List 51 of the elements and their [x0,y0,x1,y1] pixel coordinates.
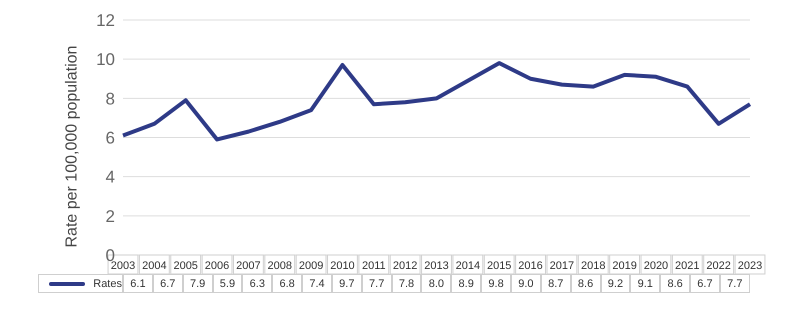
x-tick-label: 2019 [612,260,637,272]
data-label: 8.7 [540,274,571,293]
y-tick-label: 10 [96,50,115,70]
data-label: 6.7 [152,274,183,293]
x-tick-label: 2007 [236,260,261,272]
x-tick-label: 2003 [110,260,136,272]
y-tick-label: 6 [106,128,115,148]
data-label: 7.8 [392,274,422,293]
data-label: 7.9 [182,274,213,293]
x-tick-label: 2017 [550,260,574,272]
x-tick-label: 2011 [362,260,386,272]
data-label: 6.3 [242,274,272,293]
x-tick-label: 2008 [268,260,292,272]
data-label: 8.6 [570,274,600,293]
y-axis-title: Rate per 100,000 population [64,46,81,248]
data-label: 9.2 [600,274,630,293]
x-tick-label: 2016 [518,260,543,272]
y-tick-label: 4 [106,168,115,187]
y-tick-label: 2 [106,206,115,226]
x-tick-label: 2021 [675,260,700,272]
data-label: 9.1 [630,274,660,293]
x-tick-label: 2012 [392,260,418,272]
y-tick-label: 8 [106,89,115,108]
data-label: 5.9 [212,274,242,293]
line-series [121,61,752,142]
data-label: 8.6 [660,274,690,293]
data-label: 9.8 [481,274,511,293]
data-label: 8.0 [421,274,452,293]
data-label: 8.9 [451,274,482,293]
x-tick-label: 2015 [486,260,512,272]
x-tick-label: 2018 [581,260,606,272]
x-tick-label: 2023 [738,260,762,272]
data-label: 7.7 [720,274,750,293]
data-label: 7.7 [362,274,392,293]
x-tick-label: 2009 [298,260,324,272]
x-tick-label: 2014 [456,260,480,272]
data-label: 9.0 [510,274,541,293]
data-label: 6.8 [272,274,302,293]
x-tick-label: 2010 [330,260,355,272]
x-tick-label: 2006 [204,260,230,272]
x-tick-label: 2004 [142,260,167,272]
x-tick-label: 2005 [173,260,198,272]
data-label: 7.4 [302,274,332,293]
data-label: 9.7 [332,274,362,293]
data-label: 6.1 [123,274,153,293]
data-label: 6.7 [690,274,720,293]
x-tick-label: 2013 [424,260,449,272]
y-tick-label: 12 [96,11,115,30]
x-tick-label: 2020 [644,260,668,272]
legend-label: Rates [93,278,122,290]
x-tick-label: 2022 [706,260,731,272]
